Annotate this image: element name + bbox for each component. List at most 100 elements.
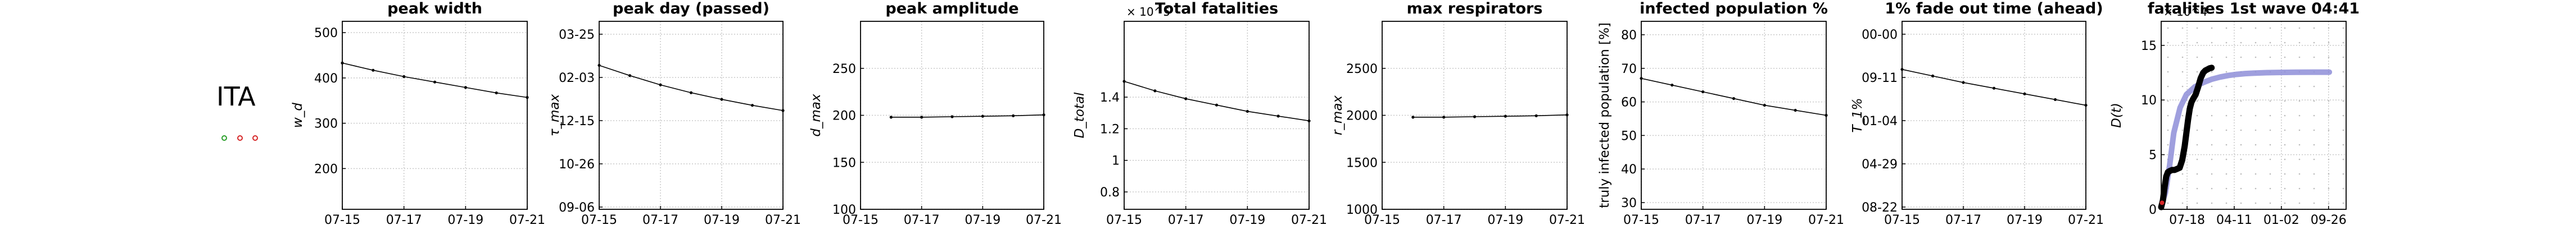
observed-point bbox=[2158, 204, 2164, 210]
grid-dot bbox=[2254, 187, 2257, 190]
observed-point bbox=[2190, 96, 2196, 102]
grid-dot bbox=[2342, 71, 2344, 73]
grid-dot bbox=[2225, 56, 2228, 58]
data-point bbox=[495, 91, 498, 95]
data-point bbox=[1411, 116, 1415, 119]
grid-dot bbox=[2342, 173, 2344, 175]
grid-dot bbox=[2298, 27, 2301, 29]
x-tick-label: 07-17 bbox=[1945, 213, 1981, 227]
axes-frame bbox=[342, 21, 528, 210]
y-axis-label: d_max bbox=[809, 94, 823, 137]
grid-dot bbox=[2225, 144, 2228, 146]
x-tick-label: 07-21 bbox=[2068, 213, 2104, 227]
grid-dot bbox=[2313, 85, 2315, 88]
grid-dot bbox=[2196, 56, 2198, 58]
start-marker bbox=[2160, 200, 2165, 205]
grid-dot bbox=[2328, 42, 2330, 44]
grid-dot bbox=[2328, 173, 2330, 175]
grid-dot bbox=[2269, 56, 2271, 58]
y-tick-label: 03-25 bbox=[559, 28, 595, 42]
x-tick-label: 07-19 bbox=[447, 213, 483, 227]
grid-dot bbox=[2211, 173, 2213, 175]
grid-dot bbox=[2313, 100, 2315, 102]
x-tick-label: 07-15 bbox=[1106, 213, 1142, 227]
y-tick-label: 10-26 bbox=[559, 158, 595, 172]
grid-dot bbox=[2240, 173, 2242, 175]
grid-dot bbox=[2342, 144, 2344, 146]
grid-dot bbox=[2269, 129, 2271, 131]
grid-dot bbox=[2196, 129, 2198, 131]
grid-dot bbox=[2342, 202, 2344, 204]
data-point bbox=[1534, 114, 1538, 117]
y-tick-label: 40 bbox=[1621, 163, 1637, 177]
grid-dot bbox=[2167, 56, 2169, 58]
data-point bbox=[781, 109, 785, 112]
grid-dot bbox=[2284, 129, 2286, 131]
grid-dot bbox=[2225, 129, 2228, 131]
grid-dot bbox=[2342, 129, 2344, 131]
chart-panel-3: 07-15 07-17 07-19 07-21 0.8 1 1.2 1.4 Total fata… bbox=[1072, 0, 1327, 227]
grid-dot bbox=[2284, 100, 2286, 102]
y-tick-label: 300 bbox=[314, 117, 338, 131]
y-tick-label: 1500 bbox=[1346, 156, 1378, 170]
chart-panel-0: 07-15 07-17 07-19 07-21 200 300 400 500 peak wid… bbox=[291, 0, 545, 227]
observed-point bbox=[2208, 65, 2215, 71]
grid-dot bbox=[2313, 56, 2315, 58]
grid-dot bbox=[2196, 158, 2198, 160]
y-tick-label: 150 bbox=[832, 156, 856, 170]
x-tick-label: 07-19 bbox=[1487, 213, 1523, 227]
x-tick-label: 07-17 bbox=[642, 213, 678, 227]
observed-point bbox=[2186, 105, 2193, 112]
grid-dot bbox=[2196, 173, 2198, 175]
grid-dot bbox=[2211, 187, 2213, 190]
chart-title: peak day (passed) bbox=[613, 0, 769, 17]
chart-panel-5: 07-15 07-17 07-19 07-21 30 40 50 60 70 80infected… bbox=[1597, 0, 1844, 227]
x-tick-label: 07-18 bbox=[2169, 213, 2205, 227]
axes-frame bbox=[599, 21, 784, 210]
data-point bbox=[2053, 98, 2057, 102]
y-tick-label: 09-06 bbox=[559, 201, 595, 215]
grid-dot bbox=[2225, 173, 2228, 175]
x-tick-label: 07-15 bbox=[1364, 213, 1400, 227]
grid-dot bbox=[2181, 71, 2184, 73]
grid-dot bbox=[2254, 202, 2257, 204]
axes-frame bbox=[1641, 21, 1827, 210]
grid-dot bbox=[2254, 85, 2257, 88]
grid-dot bbox=[2313, 114, 2315, 117]
grid-dot bbox=[2225, 158, 2228, 160]
grid-dot bbox=[2313, 42, 2315, 44]
grid-dot bbox=[2328, 129, 2330, 131]
grid-dot bbox=[2240, 187, 2242, 190]
y-tick-label: 60 bbox=[1621, 96, 1637, 110]
grid-dot bbox=[2313, 158, 2315, 160]
grid-dot bbox=[2196, 187, 2198, 190]
axes-frame bbox=[1124, 21, 1310, 210]
observed-point bbox=[2185, 117, 2191, 123]
grid-dot bbox=[2225, 42, 2228, 44]
grid-dot bbox=[2211, 144, 2213, 146]
grid-dot bbox=[2181, 187, 2184, 190]
y-tick-label: 1.2 bbox=[1100, 122, 1120, 136]
y-tick-label: 00-00 bbox=[1862, 28, 1898, 42]
data-point bbox=[1276, 114, 1280, 118]
chart-title: infected population % bbox=[1640, 0, 1828, 17]
status-dot-green bbox=[221, 135, 227, 141]
y-axis-label: T_1% bbox=[1850, 98, 1865, 132]
grid-dot bbox=[2328, 187, 2330, 190]
data-point bbox=[1184, 97, 1188, 100]
grid-dot bbox=[2298, 114, 2301, 117]
grid-dot bbox=[2298, 56, 2301, 58]
grid-dot bbox=[2269, 85, 2271, 88]
x-tick-label: 07-19 bbox=[1746, 213, 1782, 227]
chart-title: Total fatalities bbox=[1155, 0, 1278, 17]
data-point bbox=[1992, 86, 1996, 90]
grid-dot bbox=[2240, 129, 2242, 131]
y-axis-label: D_total bbox=[1072, 92, 1087, 138]
axes-frame bbox=[2161, 21, 2347, 210]
y-axis-label: D(t) bbox=[2109, 103, 2124, 128]
grid-dot bbox=[2284, 85, 2286, 88]
y-axis-label: r_max bbox=[1330, 95, 1345, 135]
grid-dot bbox=[2342, 114, 2344, 117]
grid-dot bbox=[2284, 42, 2286, 44]
y-axis-label: τ_max bbox=[547, 94, 562, 136]
